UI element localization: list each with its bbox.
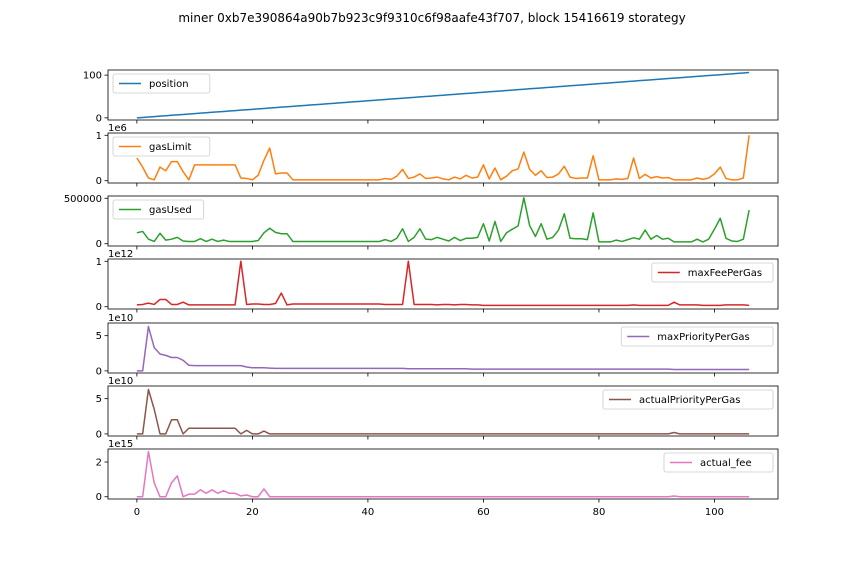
y-tick-label: 0 xyxy=(96,302,102,313)
legend: actualPriorityPerGas xyxy=(602,389,774,410)
legend-box xyxy=(663,452,774,473)
subplot-stack: 0100position011e6gasLimit0500000gasUsed0… xyxy=(64,69,779,518)
y-tick-label: 1 xyxy=(96,131,102,142)
subplot-gasUsed: 0 500000 gasUsed xyxy=(64,194,779,250)
y-tick-label: 100 xyxy=(83,71,102,82)
y-tick-label: 5 xyxy=(96,331,102,342)
subplot-gasLimit: 0 1 1e6 gasLimit xyxy=(96,123,779,187)
y-tick-label: 0 xyxy=(96,492,102,503)
legend-label: gasLimit xyxy=(149,142,192,153)
legend: position xyxy=(112,73,211,94)
series-line-position xyxy=(136,71,750,119)
series-line-maxPriorityPerGas xyxy=(136,325,750,372)
legend-label: gasUsed xyxy=(149,205,192,216)
legend-box xyxy=(602,389,774,410)
legend-box xyxy=(651,262,774,283)
x-tick-label: 100 xyxy=(705,507,724,518)
y-tick-label: 1 xyxy=(96,257,102,268)
axes-frame xyxy=(107,448,779,500)
legend: maxPriorityPerGas xyxy=(620,326,774,347)
series-line-gasUsed xyxy=(136,197,750,243)
legend-box xyxy=(112,199,205,220)
x-tick-label: 0 xyxy=(134,507,140,518)
axes-frame xyxy=(107,69,779,121)
y-offset-label: 1e10 xyxy=(108,376,133,387)
y-offset-label: 1e12 xyxy=(108,249,133,260)
series-line-gasLimit xyxy=(136,135,750,181)
legend-label: position xyxy=(149,79,189,90)
legend-label: actual_fee xyxy=(700,458,752,469)
legend-label: maxPriorityPerGas xyxy=(657,332,749,343)
x-tick-label: 40 xyxy=(362,507,375,518)
series-line-actualPriorityPerGas xyxy=(136,388,750,435)
y-offset-label: 1e6 xyxy=(108,123,127,134)
y-offset-label: 1e15 xyxy=(108,439,133,450)
legend-label: actualPriorityPerGas xyxy=(639,395,740,406)
y-tick-label: 500000 xyxy=(64,194,102,205)
axes-frame xyxy=(107,195,779,247)
y-tick-label: 0 xyxy=(96,366,102,377)
chart-title: miner 0xb7e390864a90b7b923c9f9310c6f98aa… xyxy=(178,11,685,25)
axes-frame xyxy=(107,322,779,374)
x-tick-label: 20 xyxy=(246,507,259,518)
x-tick-label: 60 xyxy=(477,507,490,518)
y-tick-label: 0 xyxy=(96,176,102,187)
legend: maxFeePerGas xyxy=(651,262,774,283)
legend-label: maxFeePerGas xyxy=(688,268,762,279)
series-line-actual_fee xyxy=(136,450,750,498)
legend: actual_fee xyxy=(663,452,774,473)
legend-box xyxy=(112,136,211,157)
legend: gasLimit xyxy=(112,136,211,157)
subplot-maxPriorityPerGas: 0 5 1e10 maxPriorityPerGas xyxy=(96,313,779,377)
legend: gasUsed xyxy=(112,199,205,220)
subplot-position: 0 100 position xyxy=(83,69,779,124)
legend-box xyxy=(112,73,211,94)
axes-frame xyxy=(107,132,779,184)
y-tick-label: 0 xyxy=(96,113,102,124)
subplot-maxFeePerGas: 0 1 1e12 maxFeePerGas xyxy=(96,249,779,313)
y-tick-label: 0 xyxy=(96,429,102,440)
y-offset-label: 1e10 xyxy=(108,313,133,324)
axes-frame xyxy=(107,385,779,437)
subplot-actualPriorityPerGas: 0 5 1e10 actualPriorityPerGas xyxy=(96,376,779,440)
y-tick-label: 2 xyxy=(96,458,102,469)
legend-box xyxy=(620,326,774,347)
y-tick-label: 5 xyxy=(96,394,102,405)
x-tick-label: 80 xyxy=(593,507,606,518)
axes-frame xyxy=(107,258,779,310)
series-line-maxFeePerGas xyxy=(136,260,750,307)
y-tick-label: 0 xyxy=(96,239,102,250)
